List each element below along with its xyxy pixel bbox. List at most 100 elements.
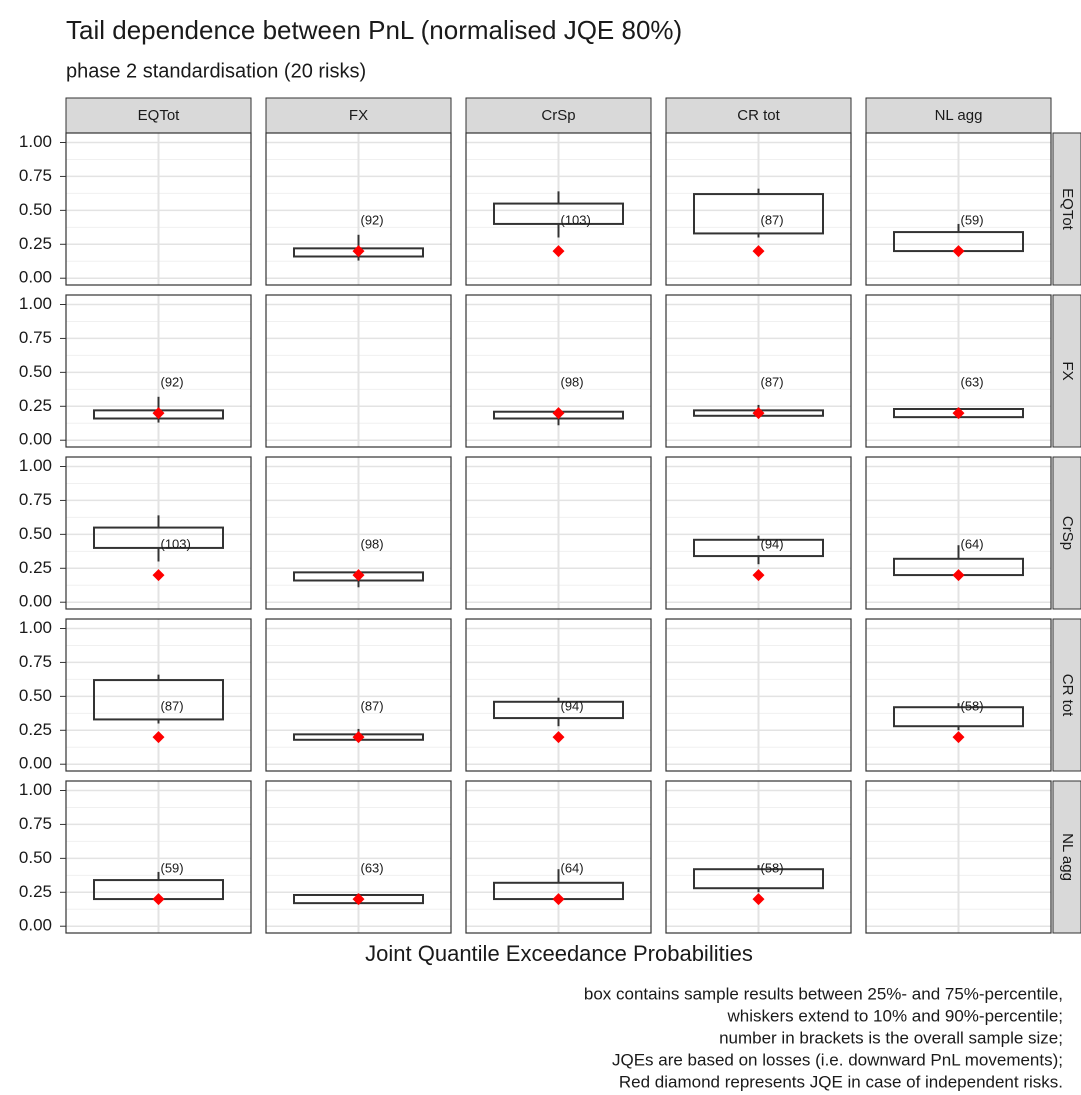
box: [693, 193, 824, 235]
panel-border: [865, 780, 1052, 934]
note: Red diamond represents JQE in case of in…: [619, 1072, 1063, 1091]
strip-label: CrSp: [541, 107, 575, 124]
panel-border: [65, 618, 252, 772]
sample-size-label: (64): [561, 860, 584, 875]
jqe-marker: [552, 731, 565, 744]
jqe-marker: [952, 407, 965, 420]
jqe-marker: [152, 569, 165, 582]
jqe-marker: [952, 245, 965, 258]
panel-border: [265, 456, 452, 610]
box: [893, 706, 1024, 728]
strip: [1052, 132, 1081, 286]
note: whiskers extend to 10% and 90%-percentil…: [727, 1006, 1063, 1025]
y-tick-label: 0.25: [19, 396, 52, 415]
y-tick-label: 0.00: [19, 592, 52, 611]
chart-title: Tail dependence between PnL (normalised …: [66, 15, 682, 45]
strip: [65, 97, 252, 134]
y-tick-label: 0.50: [19, 362, 52, 381]
y-tick-label: 1.00: [19, 618, 52, 637]
jqe-marker: [152, 893, 165, 906]
sample-size-label: (98): [361, 536, 384, 551]
sample-size-label: (63): [361, 860, 384, 875]
jqe-marker: [552, 893, 565, 906]
box: [93, 526, 224, 549]
jqe-marker: [752, 407, 765, 420]
jqe-marker: [352, 569, 365, 582]
sample-size-label: (103): [561, 212, 591, 227]
y-tick-label: 0.50: [19, 848, 52, 867]
y-tick-label: 0.25: [19, 882, 52, 901]
panel-border: [665, 132, 852, 286]
note: JQEs are based on losses (i.e. downward …: [612, 1050, 1063, 1069]
sample-size-label: (59): [961, 212, 984, 227]
y-tick-label: 1.00: [19, 132, 52, 151]
panel-border: [65, 294, 252, 448]
strip: [1052, 294, 1081, 448]
panel-border: [65, 456, 252, 610]
panel-border: [465, 618, 652, 772]
panel-border: [265, 132, 452, 286]
sample-size-label: (94): [761, 536, 784, 551]
sample-size-label: (98): [561, 374, 584, 389]
panel-border: [465, 132, 652, 286]
panel-border: [265, 294, 452, 448]
strip-label: FX: [1059, 361, 1076, 380]
jqe-marker: [752, 569, 765, 582]
box: [93, 679, 224, 721]
strip-label: CR tot: [1059, 674, 1076, 717]
jqe-marker: [752, 893, 765, 906]
sample-size-label: (58): [961, 698, 984, 713]
strip-label: NL agg: [935, 107, 983, 124]
y-tick-label: 1.00: [19, 780, 52, 799]
strip: [465, 97, 652, 134]
jqe-marker: [752, 245, 765, 258]
sample-size-label: (87): [161, 698, 184, 713]
jqe-marker: [552, 245, 565, 258]
panel-border: [865, 132, 1052, 286]
box: [693, 538, 824, 558]
panel-border: [865, 456, 1052, 610]
jqe-marker: [552, 407, 565, 420]
sample-size-label: (63): [961, 374, 984, 389]
sample-size-label: (92): [361, 212, 384, 227]
sample-size-label: (59): [161, 860, 184, 875]
strip-label: FX: [349, 107, 368, 124]
panel-border: [865, 618, 1052, 772]
x-axis-title: Joint Quantile Exceedance Probabilities: [365, 941, 753, 966]
note: number in brackets is the overall sample…: [719, 1028, 1063, 1047]
strip: [265, 97, 452, 134]
jqe-marker: [152, 407, 165, 420]
panel-border: [665, 456, 852, 610]
chart-subtitle: phase 2 standardisation (20 risks): [66, 60, 366, 82]
panel-border: [265, 780, 452, 934]
jqe-marker: [152, 731, 165, 744]
box: [693, 868, 824, 890]
panel-border: [865, 294, 1052, 448]
strip: [1052, 618, 1081, 772]
jqe-marker: [352, 893, 365, 906]
jqe-marker: [352, 245, 365, 258]
y-tick-label: 0.25: [19, 720, 52, 739]
strip: [1052, 780, 1081, 934]
y-tick-label: 0.00: [19, 430, 52, 449]
jqe-marker: [952, 731, 965, 744]
panel-border: [465, 780, 652, 934]
y-tick-label: 0.75: [19, 652, 52, 671]
strip-label: CR tot: [737, 107, 780, 124]
panel-border: [65, 132, 252, 286]
y-tick-label: 0.75: [19, 328, 52, 347]
y-tick-label: 0.25: [19, 234, 52, 253]
y-tick-label: 0.75: [19, 166, 52, 185]
strip-label: NL agg: [1059, 833, 1076, 881]
sample-size-label: (87): [361, 698, 384, 713]
y-tick-label: 0.25: [19, 558, 52, 577]
strip: [665, 97, 852, 134]
sample-size-label: (87): [761, 212, 784, 227]
panel-border: [665, 618, 852, 772]
sample-size-label: (58): [761, 860, 784, 875]
y-tick-label: 0.75: [19, 814, 52, 833]
panel-border: [265, 618, 452, 772]
panel-border: [465, 456, 652, 610]
strip-label: CrSp: [1059, 516, 1076, 550]
